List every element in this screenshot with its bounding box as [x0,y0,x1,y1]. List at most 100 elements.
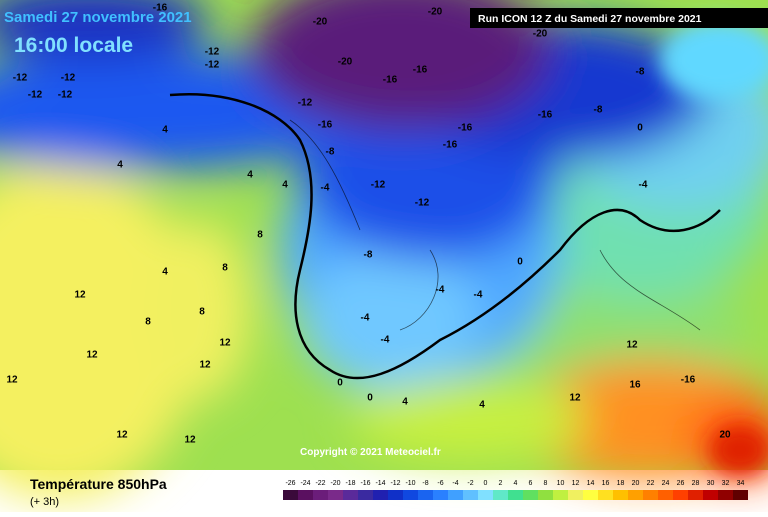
contour-label: -16 [318,120,333,131]
scale-swatch [643,490,658,500]
scale-label: 18 [617,480,625,487]
scale-swatch [448,490,463,500]
scale-swatch [463,490,478,500]
scale-label: -10 [405,480,415,487]
contour-label: -20 [313,17,328,28]
scale-swatch [403,490,418,500]
time-label: 16:00 locale [14,34,133,57]
scale-label: 34 [737,480,745,487]
contour-label: 12 [6,375,18,386]
contour-label: 8 [222,263,228,274]
scale-label: -14 [375,480,385,487]
scale-swatch [658,490,673,500]
contour-label: -12 [61,73,76,84]
contour-label: -16 [443,140,458,151]
scale-swatch [388,490,403,500]
scale-swatch [328,490,343,500]
footer-title: Température 850hPa [30,476,167,492]
scale-swatch [718,490,733,500]
scale-swatch [283,490,298,500]
scale-label: 0 [484,480,488,487]
scale-label: 22 [647,480,655,487]
scale-label: 12 [572,480,580,487]
contour-label: 0 [367,393,373,404]
contour-label: 12 [74,290,86,301]
contour-label: 4 [162,267,168,278]
scale-label: 24 [662,480,670,487]
scale-label: 14 [587,480,595,487]
copyright: Copyright © 2021 Meteociel.fr [300,447,441,458]
contour-label: 0 [337,378,343,389]
run-label: Run ICON 12 Z du Samedi 27 novembre 2021 [478,13,702,25]
scale-label: 10 [557,480,565,487]
contour-label: 8 [145,317,151,328]
contour-label: -4 [474,290,483,301]
scale-label: -20 [330,480,340,487]
scale-swatch [373,490,388,500]
scale-label: 30 [707,480,715,487]
contour-label: 4 [402,397,408,408]
contour-label: 0 [517,257,523,268]
scale-label: -2 [467,480,473,487]
contour-label: -12 [205,47,220,58]
scale-swatch [553,490,568,500]
contour-label: 4 [117,160,123,171]
scale-swatch [688,490,703,500]
contour-label: 4 [162,125,168,136]
date-label: Samedi 27 novembre 2021 [4,9,192,26]
contour-label: -16 [458,123,473,134]
footer-step: (+ 3h) [30,496,59,508]
map-labels: -12 -12-12 -12-16-20-12-12 -20-16-16-20-20-… [6,3,731,446]
scale-label: -16 [360,480,370,487]
contour-label: -20 [338,57,353,68]
contour-label: -12 [13,73,28,84]
scale-label: 16 [602,480,610,487]
contour-label: 20 [719,430,731,441]
scale-swatch [433,490,448,500]
scale-label: 32 [722,480,730,487]
scale-label: 2 [499,480,503,487]
contour-label: -4 [381,335,390,346]
contour-label: -8 [364,250,373,261]
scale-label: -12 [390,480,400,487]
scale-swatch [673,490,688,500]
scale-swatch [493,490,508,500]
scale-label: -18 [345,480,355,487]
contour-label: -16 [383,75,398,86]
scale-label: 6 [529,480,533,487]
scale-swatch [523,490,538,500]
scale-swatch [298,490,313,500]
contour-label: 16 [629,380,641,391]
contour-label: 8 [199,307,205,318]
contour-label: 8 [257,230,263,241]
scale-swatch [508,490,523,500]
scale-swatch [478,490,493,500]
scale-swatch [343,490,358,500]
scale-label: 20 [632,480,640,487]
contour-label: -16 [153,3,168,14]
scale-label: 8 [544,480,548,487]
contour-label: -4 [436,285,445,296]
scale-swatch [538,490,553,500]
contour-label: 12 [219,338,231,349]
scale-label: -26 [285,480,295,487]
contour-label: 12 [116,430,128,441]
scale-label: -4 [452,480,458,487]
contour-label: -8 [326,147,335,158]
contour-label: -16 [681,375,696,386]
contour-label: -12 [58,90,73,101]
scale-label: -24 [300,480,310,487]
contour-label: 12 [626,340,638,351]
scale-swatch [418,490,433,500]
contour-label: -4 [361,313,370,324]
contour-label: -12 [205,60,220,71]
scale-swatch [313,490,328,500]
scale-label: -22 [315,480,325,487]
run-box [470,8,768,28]
map-field [0,0,768,500]
scale-label: 26 [677,480,685,487]
contour-label: -8 [636,67,645,78]
contour-label: 4 [479,400,485,411]
contour-label: 12 [86,350,98,361]
